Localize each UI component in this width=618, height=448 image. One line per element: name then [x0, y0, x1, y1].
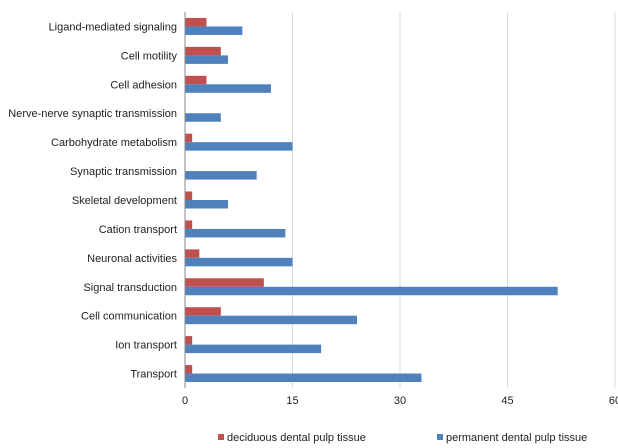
x-tick-label: 60 [609, 395, 618, 407]
category-label: Nerve-nerve synaptic transmission [8, 108, 177, 120]
legend-swatch-deciduous [218, 434, 224, 440]
bar-permanent [185, 26, 243, 35]
bar-permanent [185, 315, 357, 325]
legend-label-deciduous: deciduous dental pulp tissue [227, 432, 366, 444]
bar-permanent [185, 228, 286, 238]
bar-deciduous [185, 307, 221, 316]
legend-label-permanent: permanent dental pulp tissue [446, 432, 587, 444]
x-tick-label: 15 [286, 395, 298, 407]
x-tick-label: 0 [182, 395, 188, 407]
category-label: Ion transport [115, 340, 177, 352]
category-label: Signal transduction [83, 282, 177, 294]
bar-deciduous [185, 365, 193, 374]
bar-permanent [185, 200, 228, 209]
legend-swatch-permanent [437, 434, 443, 440]
bar-permanent [185, 142, 293, 151]
bars [185, 17, 558, 383]
bar-permanent [185, 286, 558, 296]
category-label: Ligand-mediated signaling [49, 21, 177, 33]
category-label: Transport [130, 369, 177, 381]
x-tick-label: 45 [501, 395, 513, 407]
bar-permanent [185, 373, 422, 383]
x-tick-label: 30 [394, 395, 406, 407]
category-label: Synaptic transmission [70, 166, 177, 178]
category-label: Cell motility [121, 50, 178, 62]
bar-deciduous [185, 75, 207, 85]
category-label: Carbohydrate metabolism [51, 137, 177, 149]
bar-deciduous [185, 336, 193, 345]
category-label: Skeletal development [72, 195, 177, 207]
category-labels: Ligand-mediated signaling Cell motility Ce… [8, 21, 177, 380]
bar-permanent [185, 113, 221, 122]
category-label: Neuronal activities [87, 253, 177, 265]
bar-permanent [185, 55, 228, 64]
bar-permanent [185, 84, 271, 93]
bar-deciduous [185, 17, 207, 27]
bar-deciduous [185, 133, 193, 143]
bar-deciduous [185, 278, 264, 287]
category-label: Cell adhesion [110, 79, 177, 91]
bar-deciduous [185, 191, 193, 200]
bar-deciduous [185, 46, 221, 56]
bar-permanent [185, 344, 322, 354]
bar-permanent [185, 171, 257, 180]
legend: deciduous dental pulp tissue permanent d… [218, 432, 587, 444]
gridlines [292, 12, 616, 388]
bar-permanent [185, 257, 293, 267]
bar-deciduous [185, 249, 200, 258]
bar-deciduous [185, 220, 193, 229]
x-tick-labels: 0 15 30 45 60 [182, 395, 618, 407]
category-label: Cation transport [99, 224, 177, 236]
category-label: Cell communication [81, 311, 177, 323]
